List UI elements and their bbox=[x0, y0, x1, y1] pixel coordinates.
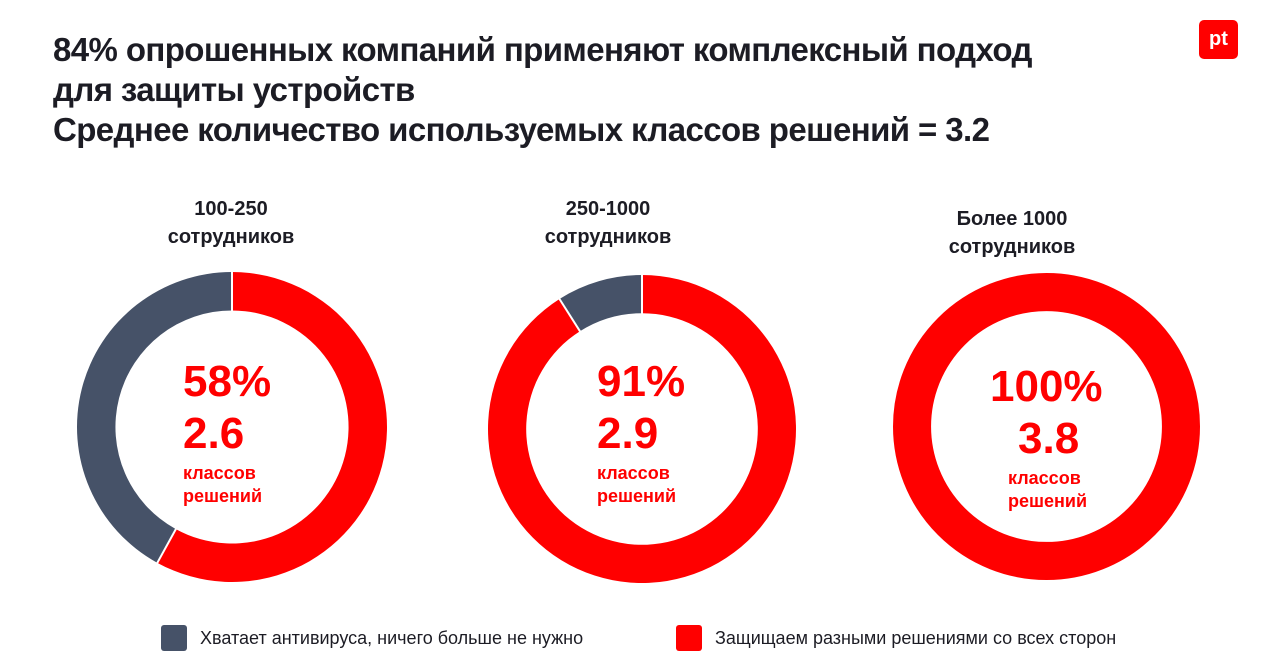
panel-2-caption-line-1: классов bbox=[597, 463, 670, 483]
page-title: 84% опрошенных компаний применяют компле… bbox=[53, 30, 1188, 150]
panel-1-caption: классов решений bbox=[183, 462, 271, 508]
panel-1-label-line-1: 100-250 bbox=[194, 198, 268, 220]
panel-1-avg: 2.6 bbox=[183, 409, 245, 458]
panel-3-avg: 3.8 bbox=[1018, 414, 1080, 463]
donut-2-slice-antivirus bbox=[559, 275, 642, 332]
donut-chart-3 bbox=[892, 272, 1201, 581]
panel-3-caption-line-2: решений bbox=[1008, 491, 1088, 511]
title-line-3: Среднее количество используемых классов … bbox=[53, 111, 990, 148]
pt-logo: pt bbox=[1199, 20, 1238, 59]
donut-1-slice-protected bbox=[157, 272, 387, 582]
panel-3-percent: 100% bbox=[990, 362, 1103, 411]
title-line-1: 84% опрошенных компаний применяют компле… bbox=[53, 31, 1032, 68]
legend-swatch-antivirus bbox=[161, 625, 187, 651]
panel-2-percent: 91% bbox=[597, 357, 686, 406]
donut-3-slice-protected bbox=[892, 272, 1201, 581]
panel-2-center: 91% 2.9 классов решений bbox=[597, 356, 685, 508]
panel-1-percent: 58% bbox=[183, 357, 272, 406]
legend-swatch-protected bbox=[676, 625, 702, 651]
donut-2-separator-2 bbox=[558, 297, 582, 333]
panel-3-label: Более 1000 сотрудников bbox=[882, 205, 1142, 261]
panel-1-caption-line-2: решений bbox=[183, 486, 263, 506]
donut-chart-2 bbox=[488, 274, 796, 583]
panel-1-caption-line-1: классов bbox=[183, 463, 256, 483]
panel-3-caption: классов решений bbox=[990, 467, 1103, 513]
panel-2-avg: 2.9 bbox=[597, 409, 659, 458]
legend-item-antivirus: Хватает антивируса, ничего больше не нуж… bbox=[161, 625, 583, 651]
legend-item-protected: Защищаем разными решениями со всех сторо… bbox=[676, 625, 1116, 651]
panel-3-caption-line-1: классов bbox=[1008, 468, 1081, 488]
panel-2-caption-line-2: решений bbox=[597, 486, 677, 506]
panel-3-label-line-2: сотрудников bbox=[948, 236, 1076, 258]
title-line-2: для защиты устройств bbox=[53, 71, 415, 108]
panel-3-label-line-1: Более 1000 bbox=[956, 208, 1068, 230]
panel-1-label-line-2: сотрудников bbox=[167, 226, 295, 248]
panel-1-label: 100-250 сотрудников bbox=[101, 195, 361, 251]
panel-1-center: 58% 2.6 классов решений bbox=[183, 356, 271, 508]
donut-1-slice-antivirus bbox=[76, 272, 232, 563]
panel-3-center: 100% 3.8 классов решений bbox=[990, 361, 1103, 513]
legend-label-antivirus: Хватает антивируса, ничего больше не нуж… bbox=[200, 627, 584, 648]
panel-2-label: 250-1000 сотрудников bbox=[478, 195, 738, 251]
legend-label-protected: Защищаем разными решениями со всех сторо… bbox=[715, 627, 1117, 648]
panel-2-label-line-1: 250-1000 bbox=[565, 198, 651, 220]
panel-2-caption: классов решений bbox=[597, 462, 685, 508]
panel-2-label-line-2: сотрудников bbox=[544, 226, 672, 248]
donut-1-separator-2 bbox=[155, 527, 178, 565]
donut-chart-1 bbox=[76, 271, 387, 582]
